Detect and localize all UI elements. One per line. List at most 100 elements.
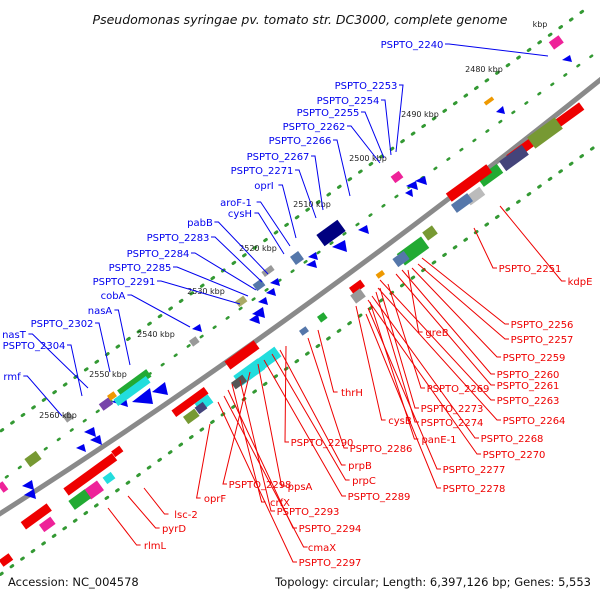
gene-arrow-plus[interactable]	[405, 189, 413, 197]
minus-gene-label[interactable]: PSPTO_2260	[497, 370, 560, 381]
gene-arrow-plus[interactable]	[415, 176, 427, 185]
feature-box[interactable]	[182, 408, 200, 425]
minus-gene-label[interactable]: prpB	[348, 461, 372, 472]
feature-box[interactable]	[392, 250, 410, 268]
feature-box[interactable]	[117, 369, 152, 398]
feature-box[interactable]	[450, 193, 474, 213]
minus-gene-label[interactable]: lsc-2	[174, 510, 197, 521]
feature-box[interactable]	[527, 117, 563, 149]
feature-box[interactable]	[422, 225, 438, 241]
minus-gene-label[interactable]: ppsA	[288, 482, 313, 493]
minus-gene-label[interactable]: PSPTO_2289	[348, 492, 411, 503]
gene-arrow-plus[interactable]	[306, 260, 317, 268]
gene-arrow-plus[interactable]	[24, 489, 36, 499]
plus-gene-label[interactable]: PSPTO_2302	[31, 319, 94, 330]
feature-box[interactable]	[224, 340, 260, 370]
feature-box[interactable]	[171, 387, 209, 417]
feature-box[interactable]	[107, 391, 117, 401]
gene-arrow-plus[interactable]	[90, 435, 102, 445]
plus-gene-label[interactable]: PSPTO_2271	[231, 166, 294, 177]
feature-box[interactable]	[189, 336, 200, 347]
plus-gene-label[interactable]: PSPTO_2266	[269, 136, 332, 147]
plus-gene-label[interactable]: PSPTO_2291	[93, 277, 156, 288]
minus-gene-label[interactable]: PSPTO_2293	[277, 507, 340, 518]
feature-box[interactable]	[316, 219, 346, 247]
plus-gene-label[interactable]: nasT	[2, 330, 27, 341]
plus-gene-label[interactable]: rmf	[3, 372, 21, 383]
gene-arrow-plus[interactable]	[132, 388, 153, 404]
feature-box[interactable]	[261, 265, 275, 277]
minus-gene-label[interactable]: PSPTO_2290	[291, 438, 354, 449]
minus-gene-label[interactable]: PSPTO_2256	[511, 320, 574, 331]
gene-arrow-plus[interactable]	[266, 288, 276, 296]
feature-box[interactable]	[24, 450, 42, 468]
minus-gene-label[interactable]: PSPTO_2277	[443, 465, 506, 476]
feature-box[interactable]	[113, 376, 151, 406]
minus-gene-label[interactable]: PSPTO_2269	[427, 384, 490, 395]
feature-box[interactable]	[102, 471, 116, 485]
minus-gene-label[interactable]: PSPTO_2270	[483, 450, 546, 461]
plus-gene-label[interactable]: cobA	[101, 291, 126, 302]
gene-arrow-plus[interactable]	[252, 307, 265, 318]
minus-gene-label[interactable]: PSPTO_2298	[229, 480, 292, 491]
minus-gene-label[interactable]: panE-1	[421, 435, 456, 446]
minus-gene-label[interactable]: prpC	[352, 476, 376, 487]
gene-arrow-plus[interactable]	[562, 55, 572, 62]
minus-gene-label[interactable]: PSPTO_2268	[481, 434, 544, 445]
plus-gene-label[interactable]: aroF-1	[220, 198, 252, 209]
minus-gene-label[interactable]: PSPTO_2251	[499, 264, 562, 275]
minus-gene-label[interactable]: PSPTO_2278	[443, 484, 506, 495]
feature-box[interactable]	[38, 516, 56, 533]
plus-gene-label[interactable]: pabB	[187, 218, 213, 229]
feature-box[interactable]	[0, 553, 14, 567]
plus-gene-label[interactable]: PSPTO_2267	[247, 152, 310, 163]
feature-box[interactable]	[290, 251, 304, 265]
minus-gene-label[interactable]: PSPTO_2259	[503, 353, 566, 364]
minus-gene-label[interactable]: PSPTO_2274	[421, 418, 484, 429]
plus-gene-label[interactable]: PSPTO_2255	[297, 108, 360, 119]
feature-box[interactable]	[256, 346, 282, 370]
gene-arrow-plus[interactable]	[76, 444, 86, 452]
plus-gene-label[interactable]: PSPTO_2254	[317, 96, 380, 107]
minus-gene-label[interactable]: PSPTO_2286	[350, 444, 413, 455]
gene-arrow-plus[interactable]	[152, 382, 168, 395]
feature-box[interactable]	[548, 35, 564, 50]
gene-arrow-plus[interactable]	[496, 106, 505, 114]
gene-arrow-plus[interactable]	[84, 427, 96, 437]
plus-gene-label[interactable]: oprI	[254, 181, 274, 192]
feature-box[interactable]	[299, 326, 309, 336]
gene-arrow-plus[interactable]	[406, 181, 418, 190]
plus-gene-label[interactable]: PSPTO_2285	[109, 263, 172, 274]
feature-box[interactable]	[348, 279, 366, 295]
feature-box[interactable]	[252, 278, 266, 292]
feature-box[interactable]	[499, 144, 529, 172]
feature-box[interactable]	[111, 445, 124, 458]
minus-gene-label[interactable]: PSPTO_2297	[299, 558, 362, 569]
plus-gene-label[interactable]: PSPTO_2253	[335, 81, 398, 92]
plus-gene-label[interactable]: PSPTO_2240	[381, 40, 444, 51]
gene-arrow-plus[interactable]	[258, 297, 268, 305]
minus-gene-label[interactable]: cysB	[388, 416, 412, 427]
gene-arrow-plus[interactable]	[270, 278, 280, 286]
minus-gene-label[interactable]: rlmL	[144, 541, 167, 552]
plus-gene-label[interactable]: PSPTO_2283	[147, 233, 210, 244]
minus-gene-label[interactable]: PSPTO_2294	[299, 524, 362, 535]
feature-box[interactable]	[20, 503, 52, 530]
plus-gene-label[interactable]: nasA	[88, 306, 113, 317]
feature-box[interactable]	[375, 270, 385, 279]
gene-arrow-plus[interactable]	[308, 252, 318, 260]
feature-box[interactable]	[62, 411, 74, 423]
feature-box[interactable]	[235, 295, 248, 308]
minus-gene-label[interactable]: greB	[425, 328, 448, 339]
gene-arrow-plus[interactable]	[22, 480, 34, 490]
feature-box[interactable]	[483, 96, 495, 106]
minus-gene-label[interactable]: crfX	[270, 498, 290, 509]
feature-box[interactable]	[84, 480, 104, 500]
feature-box[interactable]	[63, 453, 118, 496]
minus-gene-label[interactable]: thrH	[341, 388, 363, 399]
minus-gene-label[interactable]: PSPTO_2261	[497, 381, 560, 392]
feature-box[interactable]	[317, 312, 328, 323]
feature-box[interactable]	[194, 401, 208, 415]
minus-gene-label[interactable]: cmaX	[308, 543, 336, 554]
gene-arrow-plus[interactable]	[249, 314, 260, 324]
